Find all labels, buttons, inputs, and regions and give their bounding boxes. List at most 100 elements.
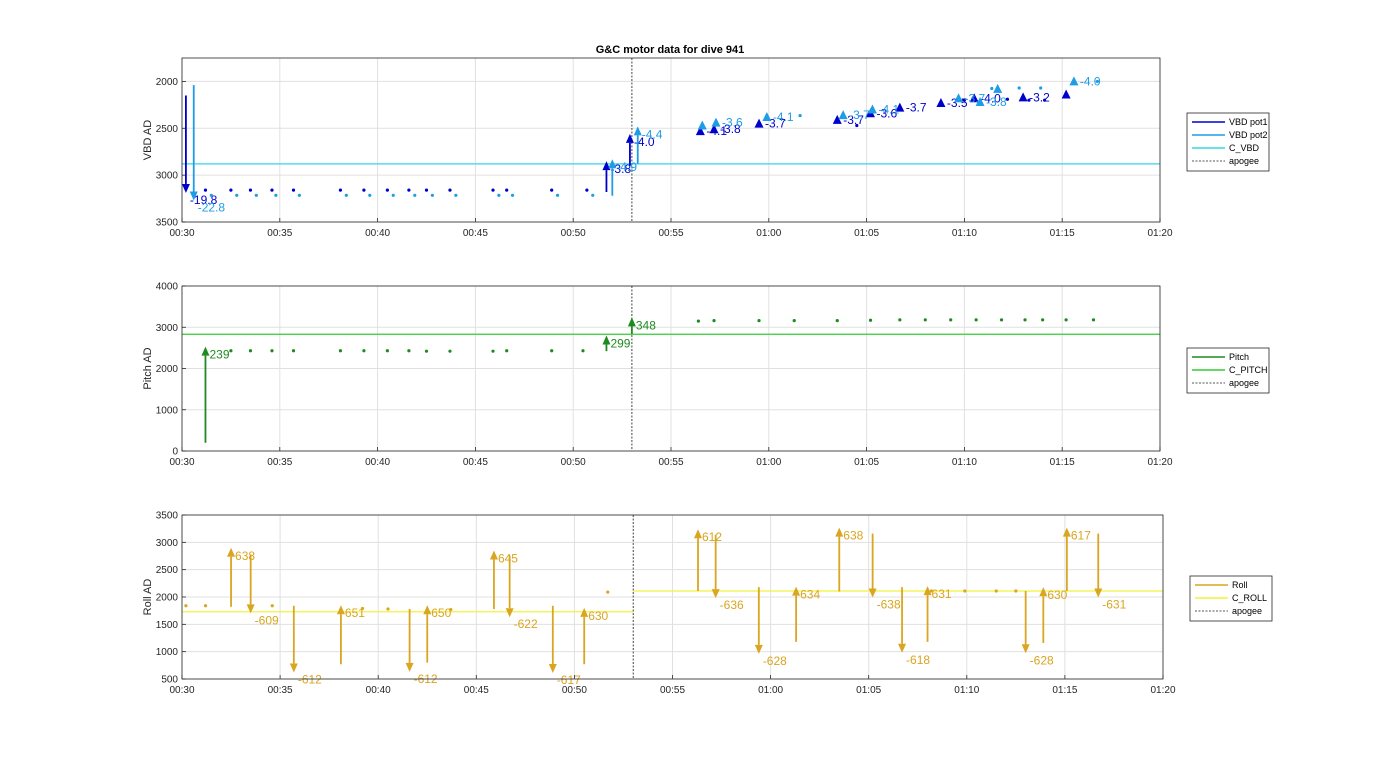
roll-xtick-label: 00:35	[268, 685, 293, 696]
vbd-legend-label: VBD pot1	[1229, 117, 1268, 127]
vbd-data-point	[424, 188, 429, 192]
vbd-marker-label: -3.7	[843, 113, 864, 127]
pitch-data-point	[550, 349, 554, 353]
pitch-data-point	[868, 318, 873, 322]
vbd-data-point	[555, 193, 560, 197]
vbd-arrow-head	[189, 191, 198, 201]
roll-xtick-label: 01:00	[758, 685, 783, 696]
pitch-xtick-label: 00:40	[365, 457, 390, 468]
roll-data-point	[386, 607, 390, 611]
vbd-arrow-head	[608, 159, 617, 169]
vbd-arrow-head	[633, 126, 642, 136]
pitch-arrow-label: 239	[209, 348, 229, 362]
roll-arrow-head	[548, 663, 557, 673]
roll-axes-frame	[181, 514, 1164, 680]
vbd-marker-label: -3.6	[877, 106, 898, 120]
roll-ytick-label: 3000	[156, 538, 179, 549]
pitch-data-point	[696, 319, 700, 323]
pitch-data-point	[757, 319, 761, 323]
pitch-xtick-label: 01:00	[756, 457, 781, 468]
roll-arrow-label: 630	[588, 609, 608, 623]
vbd-data-point	[550, 188, 554, 192]
roll-arrow-head	[898, 643, 907, 653]
vbd-triangle-marker	[762, 112, 772, 122]
vbd-triangle-marker	[711, 117, 721, 127]
vbd-data-point	[1039, 86, 1043, 90]
pitch-xtick-label: 00:30	[169, 457, 194, 468]
pitch-data-point	[229, 349, 233, 353]
roll-arrow-head	[694, 529, 703, 539]
roll-xtick-label: 00:30	[169, 685, 194, 696]
pitch-data-point	[923, 318, 927, 322]
vbd-ylabel: VBD AD	[142, 120, 154, 160]
roll-arrow-label: -618	[906, 653, 930, 667]
roll-arrow-head	[923, 586, 932, 596]
pitch-xtick-label: 00:50	[561, 457, 586, 468]
figure-title: G&C motor data for dive 941	[596, 44, 745, 56]
pitch-xtick-label: 00:45	[463, 457, 488, 468]
pitch-xtick-label: 01:15	[1050, 457, 1075, 468]
vbd-xtick-label: 01:15	[1050, 228, 1075, 239]
roll-arrow-label: -609	[255, 613, 279, 627]
roll-legend-label: Roll	[1232, 580, 1248, 590]
vbd-data-point	[1017, 86, 1021, 90]
vbd-data-point	[497, 193, 501, 197]
vbd-data-point	[1095, 79, 1100, 84]
roll-arrow-label: -636	[720, 598, 744, 612]
roll-data-point	[994, 589, 998, 593]
vbd-marker-label: -3.2	[1029, 90, 1050, 104]
roll-arrow-head	[336, 605, 345, 615]
roll-data-point	[449, 607, 453, 612]
roll-xtick-label: 00:45	[464, 685, 489, 696]
vbd-data-point	[1042, 98, 1047, 102]
vbd-marker-label: -3.8	[720, 122, 741, 136]
roll-xtick-label: 00:55	[660, 685, 685, 696]
vbd-data-point	[1005, 97, 1010, 101]
roll-arrow-head	[792, 586, 801, 596]
vbd-legend-label: apogee	[1229, 156, 1259, 166]
vbd-triangle-marker	[1069, 76, 1079, 86]
roll-legend-label: apogee	[1232, 606, 1262, 616]
pitch-arrow-head	[627, 317, 636, 327]
roll-arrow-head	[405, 662, 414, 672]
pitch-data-point	[712, 319, 716, 323]
roll-arrow-label: -612	[298, 672, 322, 686]
roll-arrow-head	[835, 527, 844, 537]
roll-arrow-head	[754, 644, 763, 654]
roll-arrow-head	[246, 604, 255, 614]
roll-arrow-label: -628	[1030, 653, 1054, 667]
vbd-xtick-label: 00:45	[463, 228, 488, 239]
pitch-ytick-label: 3000	[156, 323, 179, 334]
vbd-triangle-marker	[709, 124, 719, 134]
roll-ytick-label: 2500	[156, 565, 179, 576]
vbd-data-point	[229, 188, 233, 192]
vbd-data-point	[297, 193, 301, 197]
pitch-data-point	[407, 349, 411, 353]
roll-arrow-head	[423, 605, 432, 615]
vbd-data-point	[391, 193, 395, 197]
pitch-ytick-label: 2000	[156, 364, 179, 375]
pitch-data-point	[385, 349, 389, 353]
vbd-data-point	[362, 188, 366, 192]
pitch-panel: 00:30 00:35 00:40 00:45 00:50 00:55 01:00 01:05…	[142, 282, 1270, 468]
vbd-xtick-label: 01:00	[756, 228, 781, 239]
roll-arrow-head	[505, 608, 514, 618]
roll-ylabel: Roll AD	[142, 579, 154, 616]
vbd-xtick-label: 00:40	[365, 228, 390, 239]
roll-data-point	[606, 590, 610, 594]
vbd-marker-label: -3.5	[947, 96, 968, 110]
vbd-triangle-marker	[1018, 92, 1028, 102]
roll-legend-box	[1189, 575, 1273, 622]
roll-arrow-label: 617	[1071, 529, 1091, 543]
pitch-xtick-label: 01:05	[854, 457, 879, 468]
vbd-marker-label: -4.1	[878, 103, 899, 117]
vbd-data-point	[344, 193, 348, 197]
pitch-arrow-head	[201, 346, 210, 356]
vbd-arrow-label: -4.9	[616, 160, 637, 174]
roll-arrow-label: 638	[235, 549, 255, 563]
pitch-xtick-label: 00:35	[267, 457, 292, 468]
vbd-marker-label: -3.8	[986, 95, 1007, 109]
vbd-data-point	[510, 193, 515, 197]
vbd-xtick-label: 01:10	[952, 228, 977, 239]
